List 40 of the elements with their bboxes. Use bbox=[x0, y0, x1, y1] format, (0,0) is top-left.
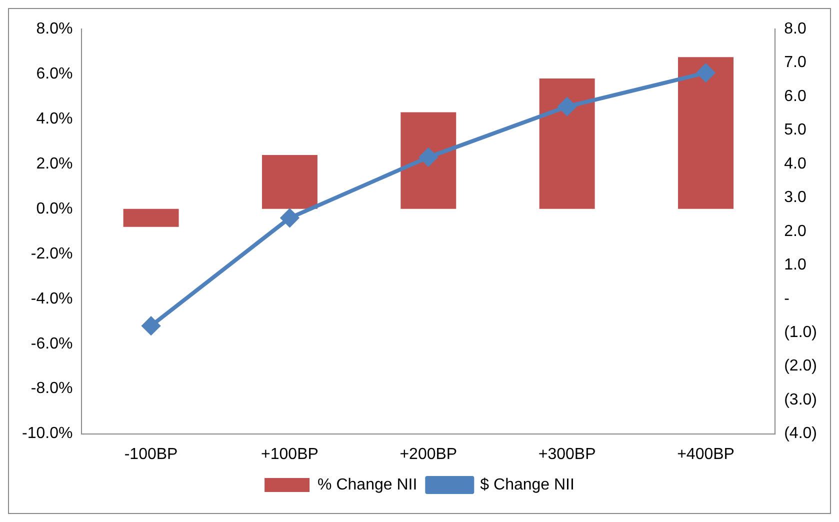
y-tick-label: 6.0% bbox=[36, 65, 73, 82]
x-tick-label: -100BP bbox=[124, 446, 178, 463]
y-tick-label: 2.0% bbox=[36, 155, 73, 172]
y2-tick-label: 2.0 bbox=[784, 222, 806, 240]
y2-tick-label: - bbox=[784, 290, 790, 308]
y2-tick-label: (2.0) bbox=[784, 358, 818, 375]
x-tick-label: +200BP bbox=[400, 446, 458, 463]
y-tick-label: -8.0% bbox=[30, 380, 73, 398]
y-tick-label: -2.0% bbox=[30, 245, 73, 262]
bar bbox=[123, 208, 179, 227]
x-tick-label: +100BP bbox=[261, 446, 318, 463]
point bbox=[280, 208, 299, 227]
bar bbox=[262, 154, 318, 209]
y2-tick-label: 7.0 bbox=[784, 54, 806, 72]
point bbox=[142, 316, 160, 335]
point bbox=[696, 64, 715, 82]
y2-tick-label: 4.0 bbox=[784, 155, 806, 172]
y2-tick-label: 5.0 bbox=[784, 122, 806, 139]
y-tick-label: 4.0% bbox=[36, 110, 73, 128]
y-tick-label: 0.0% bbox=[36, 200, 73, 218]
point bbox=[419, 148, 438, 166]
bar bbox=[539, 78, 595, 209]
x-tick-label: +300BP bbox=[538, 446, 596, 463]
legend-label: $ Change NII bbox=[480, 476, 574, 494]
y-tick-label: -10.0% bbox=[22, 425, 73, 442]
y-tick-label: -4.0% bbox=[30, 290, 73, 308]
x-tick-label: +400BP bbox=[677, 446, 734, 463]
y2-tick-label: 1.0 bbox=[784, 256, 806, 274]
y2-tick-label: 3.0 bbox=[784, 189, 806, 206]
y2-tick-label: 8.0 bbox=[784, 20, 806, 38]
y2-tick-label: 6.0 bbox=[784, 88, 806, 105]
y2-tick-label: (1.0) bbox=[784, 324, 818, 342]
bar bbox=[678, 57, 734, 209]
y2-tick-label: (4.0) bbox=[784, 425, 818, 442]
point bbox=[558, 98, 576, 116]
y-tick-label: -6.0% bbox=[30, 335, 73, 352]
legend-label: % Change NII bbox=[318, 476, 418, 494]
y2-tick-label: (3.0) bbox=[784, 391, 818, 408]
y-tick-label: 8.0% bbox=[36, 20, 73, 38]
bar bbox=[400, 112, 456, 209]
